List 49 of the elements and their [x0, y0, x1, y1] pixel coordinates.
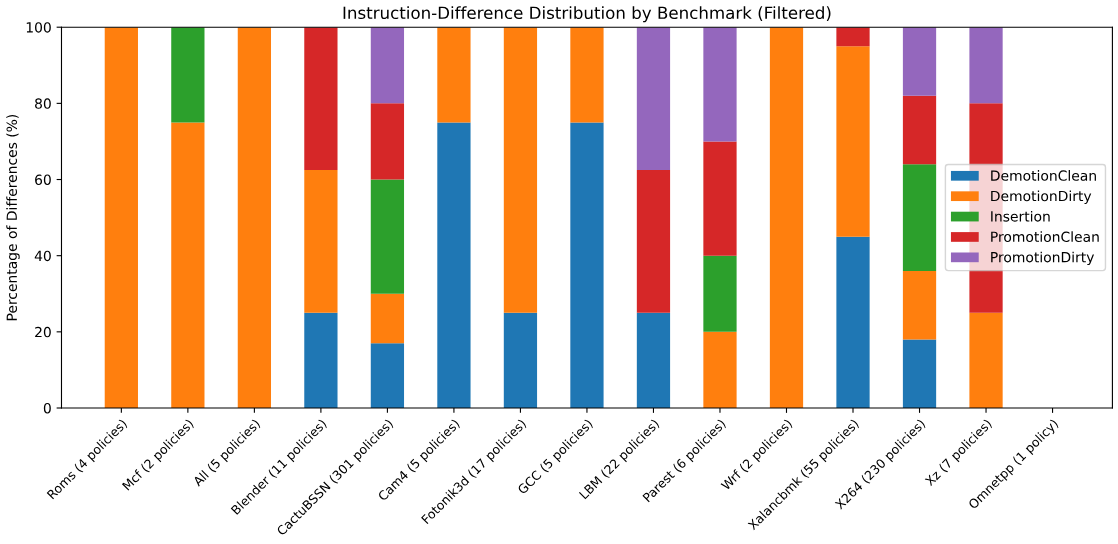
bar: [503, 27, 538, 313]
y-tick-label: 0: [43, 402, 51, 414]
bar: [370, 179, 405, 294]
legend-label: PromotionDirty: [991, 251, 1095, 266]
y-tick-label: 60: [35, 174, 51, 185]
bar: [703, 27, 737, 142]
bar: [370, 27, 405, 104]
bar: [902, 339, 937, 408]
bar: [636, 170, 671, 313]
bar: [836, 27, 870, 47]
bar: [969, 27, 1003, 104]
bar: [237, 27, 272, 408]
bar: [304, 170, 338, 313]
bar: [104, 27, 138, 408]
bar: [570, 122, 604, 408]
bar: [836, 46, 870, 237]
bar: [171, 27, 205, 123]
bar: [370, 103, 405, 180]
legend-label: DemotionDirty: [991, 190, 1092, 204]
bar: [969, 312, 1003, 408]
legend-label: PromotionClean: [991, 231, 1099, 243]
bar: [703, 141, 737, 256]
bar: [304, 27, 338, 170]
y-axis-title: Percentage of Differences (%): [6, 114, 20, 321]
bar: [503, 312, 538, 408]
y-tick-label: 40: [34, 250, 51, 262]
bar: [703, 255, 737, 332]
bar: [370, 293, 405, 344]
bar: [437, 27, 471, 123]
bar: [636, 27, 671, 170]
bar: [437, 122, 471, 408]
legend-label: DemotionClean: [991, 170, 1096, 181]
bar: [902, 270, 937, 340]
bar: [769, 27, 804, 408]
bar: [902, 95, 937, 165]
bar: [636, 312, 671, 408]
bar: [902, 164, 937, 271]
bar: [902, 27, 937, 96]
legend-label: Insertion: [991, 210, 1050, 222]
y-tick-label: 100: [26, 22, 51, 33]
chart-title: Instruction-Difference Distribution by Benchmark (Filtered): [343, 6, 831, 23]
y-tick-label: 80: [35, 98, 51, 109]
bar: [304, 312, 338, 408]
y-tick-label: 20: [35, 326, 51, 338]
bar: [703, 331, 737, 408]
bar: [836, 236, 870, 408]
bar: [171, 122, 205, 408]
bar: [370, 343, 405, 408]
bar: [570, 27, 604, 123]
